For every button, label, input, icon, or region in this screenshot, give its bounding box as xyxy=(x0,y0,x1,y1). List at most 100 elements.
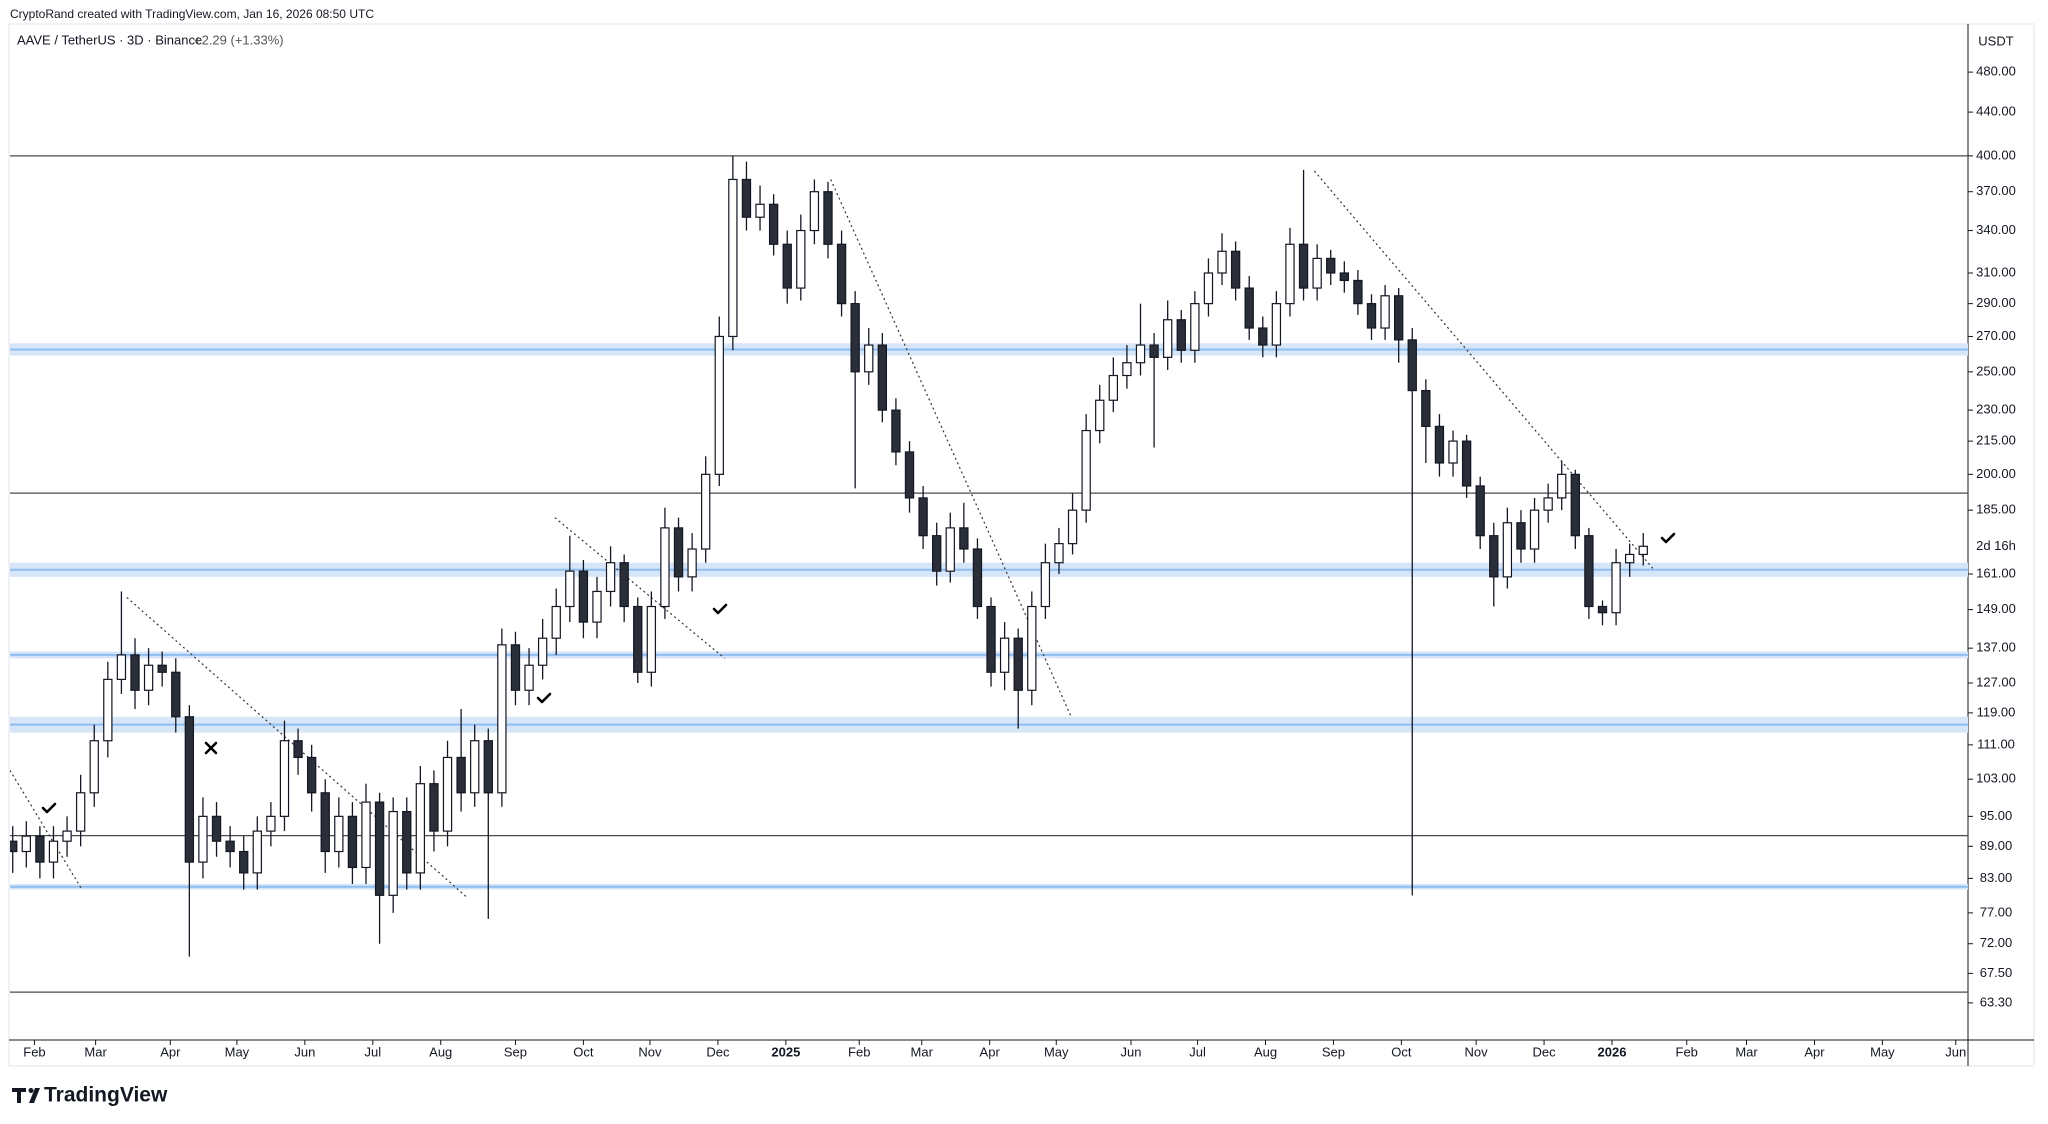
y-tick-label: 89.00 xyxy=(1980,838,2013,853)
candle-body xyxy=(1516,522,1526,550)
y-tick-label: 230.00 xyxy=(1976,402,2016,417)
candle-body xyxy=(1326,257,1336,274)
y-tick-label: 127.00 xyxy=(1976,674,2016,689)
candle-body xyxy=(728,178,738,338)
candle-body xyxy=(1149,344,1159,358)
candle-body xyxy=(1244,287,1254,329)
candle-body xyxy=(1176,319,1186,351)
candle-body xyxy=(986,605,996,673)
frame xyxy=(8,23,2035,1067)
check-mark xyxy=(536,692,552,704)
candle-body xyxy=(442,756,453,832)
candle-body xyxy=(239,850,249,874)
x-tick-label: Apr xyxy=(980,1044,1001,1059)
candle-body xyxy=(1461,440,1472,487)
candle-body xyxy=(35,835,45,863)
candle-body xyxy=(75,792,86,832)
logo-icon xyxy=(28,1088,34,1093)
candle-body xyxy=(1366,303,1377,329)
candle-body xyxy=(687,548,697,578)
check-mark xyxy=(41,802,57,814)
candle-body xyxy=(1489,535,1499,578)
x-tick-label: Apr xyxy=(1804,1044,1825,1059)
y-tick-label: 340.00 xyxy=(1976,222,2016,237)
y-tick-label: 119.00 xyxy=(1977,704,2016,719)
candle-body xyxy=(157,664,167,673)
x-tick-label: Jun xyxy=(294,1044,315,1059)
candle-body xyxy=(1638,545,1648,556)
y-tick-label: 77.00 xyxy=(1980,904,2013,919)
candle-body xyxy=(279,740,290,817)
check-mark xyxy=(712,603,728,615)
candle-body xyxy=(1135,344,1146,364)
plot-area xyxy=(10,155,1968,993)
candle-body xyxy=(1163,319,1173,358)
x-tick-label: Mar xyxy=(911,1044,934,1059)
candle-body xyxy=(89,740,99,794)
candle-body xyxy=(673,527,684,578)
candle-body xyxy=(592,590,602,623)
candle-body xyxy=(1217,250,1227,274)
candle-body xyxy=(21,835,31,853)
x-tick-label: Nov xyxy=(1465,1044,1489,1059)
logo-text: TradingView xyxy=(44,1084,168,1107)
logo xyxy=(12,1088,40,1103)
candle-body xyxy=(660,527,670,608)
candle-body xyxy=(932,535,942,572)
candle-body xyxy=(796,229,806,289)
x-tick-label: Apr xyxy=(160,1044,181,1059)
trendline xyxy=(554,517,726,659)
candle-body xyxy=(1393,295,1404,341)
candle-body xyxy=(701,473,711,550)
candle-body xyxy=(809,191,820,232)
x-tick-label: Jul xyxy=(1189,1044,1206,1059)
candle-body xyxy=(1584,535,1594,608)
x-tick-label: Oct xyxy=(1391,1044,1412,1059)
x-tick-label: Feb xyxy=(1676,1044,1698,1059)
y-tick-label: 95.00 xyxy=(1980,808,2013,823)
candle-body xyxy=(1095,399,1105,432)
candle-body xyxy=(1529,509,1540,550)
candle-body xyxy=(877,344,888,411)
y-tick-label: 400.00 xyxy=(1976,147,2016,162)
x-tick-label: May xyxy=(225,1044,250,1059)
candle-body xyxy=(1353,279,1363,305)
candle-body xyxy=(116,654,127,680)
candle-body xyxy=(103,678,113,742)
price-axis: 480.00 440.00 400.00 370.00 340.00 310.00 290.… xyxy=(1968,64,2016,1008)
candle-body xyxy=(1448,440,1458,464)
trendline xyxy=(1313,170,1654,569)
candle-body xyxy=(334,815,344,853)
credit: CryptoRand created with TradingView.com,… xyxy=(10,7,374,21)
candle-body xyxy=(320,792,330,853)
candle-body xyxy=(551,605,561,639)
y-tick-label: 72.00 xyxy=(1980,935,2013,950)
x-tick-label: Mar xyxy=(84,1044,107,1059)
candle-body xyxy=(293,740,303,759)
candle-body xyxy=(225,840,235,853)
candle-body xyxy=(1067,509,1078,545)
candle-body xyxy=(1298,243,1309,289)
candle-body xyxy=(1054,543,1064,564)
x-tick-label: Feb xyxy=(848,1044,870,1059)
candle-body xyxy=(768,203,779,245)
candle-body xyxy=(1203,272,1214,305)
check-mark xyxy=(1660,532,1676,544)
candle-body xyxy=(62,830,72,842)
candle-body xyxy=(1624,553,1635,564)
candle-body xyxy=(429,783,439,832)
candle-body xyxy=(1557,473,1567,499)
candle-body xyxy=(143,664,154,691)
candle-body xyxy=(415,783,426,874)
x-tick-label: Nov xyxy=(638,1044,662,1059)
candle-body xyxy=(972,548,983,608)
candle-body xyxy=(198,815,208,863)
candle-body xyxy=(483,740,493,794)
y-tick-label: 310.00 xyxy=(1976,264,2016,279)
y-tick-label: 250.00 xyxy=(1976,363,2016,378)
price-unit: USDT xyxy=(1978,33,2013,48)
candle-body xyxy=(470,740,480,794)
logo-icon xyxy=(12,1088,40,1103)
x-tick-label: May xyxy=(1870,1044,1895,1059)
